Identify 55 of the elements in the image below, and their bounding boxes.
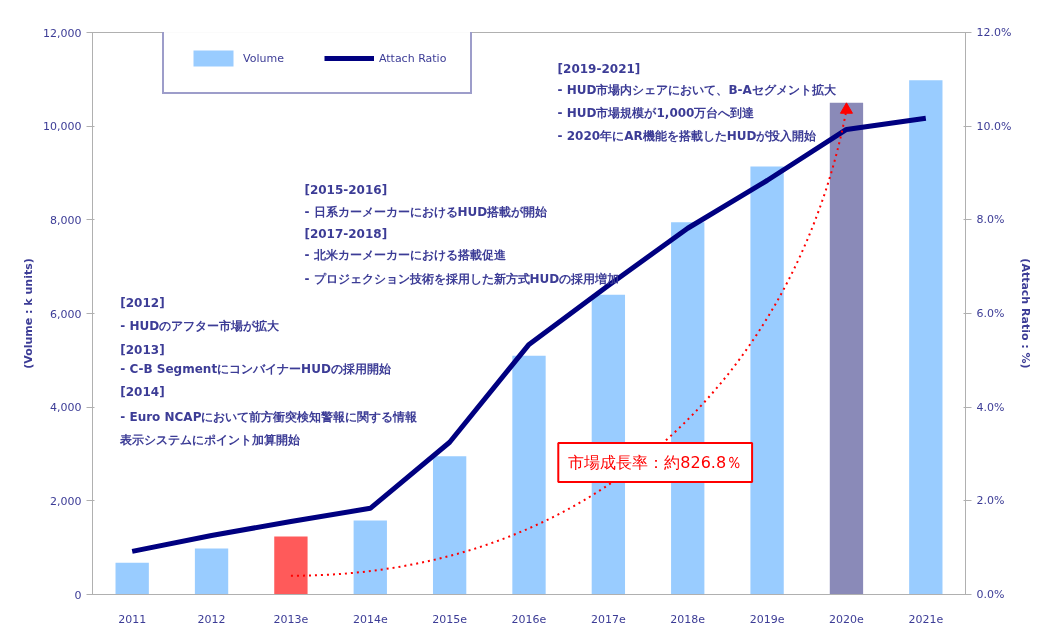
y2-axis-title: (Attach Ratio : %)	[1019, 258, 1033, 369]
y2-tick-label: 12.0%	[976, 26, 1012, 39]
annotation: - C-B SegmentにコンバイナーHUDの採用開始	[120, 361, 392, 376]
annotation: [2017-2018]	[304, 227, 388, 242]
x-tick-label: 2019e	[749, 612, 785, 626]
annotation: [2012]	[120, 295, 165, 310]
x-tick-label: 2017e	[590, 612, 626, 626]
x-tick-label: 2018e	[670, 612, 706, 626]
annotation: - Euro NCAPにおいて前方衝突検知警報に関する情報	[120, 409, 419, 424]
annotation: 表示システムにポイント加算開始	[119, 433, 302, 448]
y-axis-title: (Volume : k units)	[22, 258, 36, 369]
y2-tick-label: 2.0%	[976, 494, 1005, 508]
y2-tick-label: 0.0%	[976, 588, 1005, 601]
bar	[274, 536, 308, 595]
legend-label: Attach Ratio	[378, 51, 447, 65]
annotation: - 北米カーメーカーにおける搭載促進	[304, 248, 507, 263]
y-tick-label: 10,000	[43, 120, 82, 134]
y-tick-label: 8,000	[50, 213, 82, 227]
annotation: [2014]	[120, 384, 165, 399]
annotation: - 2020年にAR機能を搭載したHUDが投入開始	[557, 128, 818, 143]
bar	[829, 102, 864, 595]
annotation: 市場成長率：約826.8％	[568, 452, 743, 472]
x-tick-label: 2016e	[511, 612, 547, 626]
annotation: [2019-2021]	[557, 62, 641, 77]
bar	[432, 456, 467, 595]
x-tick-label: 2015e	[432, 612, 468, 626]
bar	[115, 562, 149, 595]
y2-tick-label: 6.0%	[976, 307, 1005, 320]
x-tick-label: 2011	[118, 612, 147, 626]
bar	[353, 520, 387, 595]
bar	[750, 166, 784, 595]
annotation: - HUDのアフター市場が拡大	[120, 318, 281, 333]
y-tick-label: 0	[74, 588, 82, 602]
bar	[512, 355, 546, 595]
bar	[194, 548, 229, 595]
x-tick-label: 2021e	[908, 612, 944, 626]
x-tick-label: 2013e	[273, 612, 309, 626]
y-tick-label: 2,000	[50, 494, 82, 508]
bar	[909, 80, 943, 595]
annotation: - HUD市場規模が1,000万台へ到達	[557, 105, 756, 120]
annotation: [2013]	[120, 342, 165, 357]
y-tick-label: 12,000	[43, 26, 82, 40]
x-tick-label: 2020e	[829, 612, 865, 626]
legend-label: Volume	[243, 51, 284, 65]
y2-tick-label: 4.0%	[976, 400, 1005, 414]
annotation: - プロジェクション技術を採用した新方式HUDの採用増加	[304, 272, 620, 287]
y-tick-label: 6,000	[50, 307, 82, 321]
y2-tick-label: 10.0%	[976, 119, 1012, 133]
x-tick-label: 2014e	[352, 612, 388, 626]
y2-tick-label: 8.0%	[976, 213, 1005, 227]
annotation: [2015-2016]	[304, 183, 388, 198]
annotation: - 日系カーメーカーにおけるHUD搭載が開始	[304, 205, 549, 220]
y-tick-label: 4,000	[50, 401, 82, 415]
annotation: - HUD市場内シェアにおいて、B-Aセグメント拡大	[557, 82, 837, 97]
x-tick-label: 2012	[197, 612, 226, 626]
